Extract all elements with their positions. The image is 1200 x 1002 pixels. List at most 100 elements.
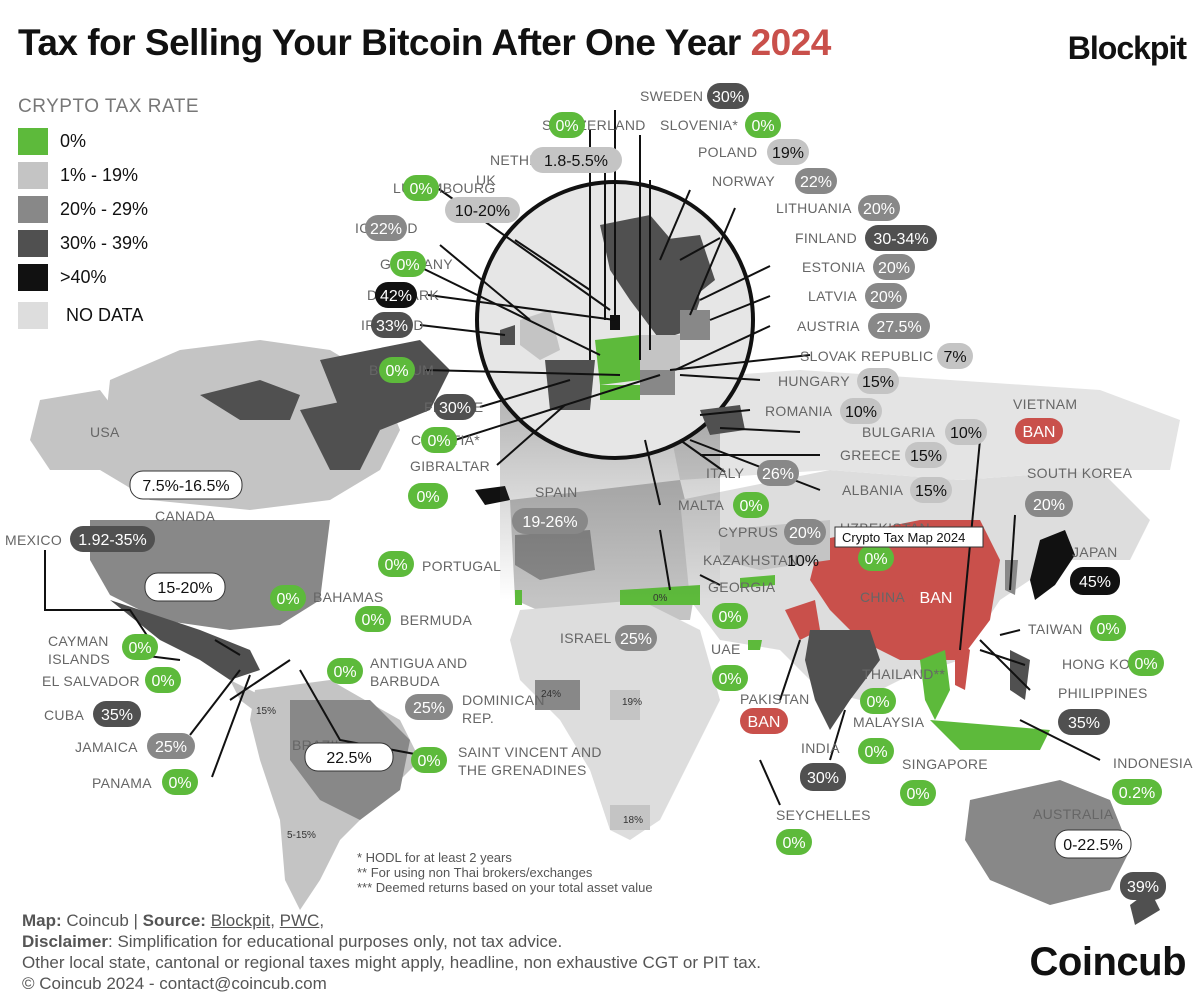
value-pill: [1070, 567, 1120, 595]
country-label-malaysia: MALAYSIA 0%: [853, 714, 925, 764]
country-label-denmark: DENMARK42%: [367, 282, 439, 308]
country-name: AUSTRIA: [797, 318, 860, 334]
value-text: 0%: [555, 118, 578, 135]
value-pill: [530, 147, 622, 173]
country-label-finland: FINLAND 30-34%: [795, 225, 937, 251]
value-pill: [1090, 615, 1126, 641]
value-pill: [390, 251, 426, 277]
legend-label: 0%: [60, 130, 87, 151]
footnote-3: *** Deemed returns based on your total a…: [357, 880, 653, 895]
value-pill: [445, 197, 520, 223]
country-name: KAZAKHSTAN: [703, 552, 798, 568]
inline-southafrica: 18%: [623, 815, 643, 826]
value-pill: [615, 625, 657, 651]
value-pill: [549, 112, 585, 138]
value-text: 0%: [151, 673, 174, 690]
footer-disclaimer: : Simplification for educational purpose…: [108, 932, 563, 951]
title-main: Tax for Selling Your Bitcoin After One Y…: [18, 22, 741, 63]
legend-item: 20% - 29%: [18, 192, 199, 226]
legend-item: 1% - 19%: [18, 158, 199, 192]
country-name: ISRAEL: [560, 630, 612, 646]
value-pill: [270, 585, 306, 611]
coincub-logo: Coincub: [1029, 940, 1187, 984]
country-label-netherlands: NETHERLANDS***1.8-5.5%: [490, 147, 622, 173]
value-text: 7%: [943, 349, 966, 366]
value-text: 0%: [1096, 621, 1119, 638]
value-pill: [1058, 709, 1110, 735]
value-pill: [355, 606, 391, 632]
value-text: 0%: [396, 257, 419, 274]
legend-label: NO DATA: [66, 304, 144, 325]
value-text: 35%: [101, 707, 133, 724]
country-label-lithuania: LITHUANIA 20%: [776, 195, 900, 221]
value-pill: [858, 738, 894, 764]
country-label-newzealand: 39%: [1120, 872, 1166, 900]
value-pill: [865, 283, 907, 309]
legend-swatch: [18, 127, 48, 155]
country-label-india: INDIA 30%: [800, 740, 846, 791]
value-pill: [162, 769, 198, 795]
value-text: 22.5%: [326, 750, 371, 767]
footer-line4: © Coincub 2024 - contact@coincub.com: [22, 974, 327, 993]
country-label-belgium: BELGIUM0%: [369, 357, 434, 383]
country-label-sweden: SWEDEN 30%: [640, 83, 749, 109]
country-name: LATVIA: [808, 288, 857, 304]
value-text: 19-26%: [522, 514, 577, 531]
country-label-seychelles: SEYCHELLES 0%: [776, 807, 871, 855]
country-name: MALAYSIA: [853, 714, 925, 730]
country-name: SWEDEN: [640, 88, 703, 104]
source-link-blockpit[interactable]: Blockpit: [210, 911, 271, 930]
legend-item: 30% - 39%: [18, 226, 199, 260]
value-text: 0%: [384, 557, 407, 574]
value-pill: [868, 313, 930, 339]
legend-title: CRYPTO TAX RATE: [18, 96, 200, 117]
value-text: 15%: [862, 374, 894, 391]
legend-label: 1% - 19%: [60, 164, 139, 185]
footnote-2: ** For using non Thai brokers/exchanges: [357, 865, 593, 880]
japan-shape: [1030, 530, 1075, 600]
source-link-pwc[interactable]: PWC: [279, 911, 320, 930]
country-label-uae: UAE 0%: [711, 641, 748, 691]
value-pill: [776, 829, 812, 855]
country-label-stvincent: SAINT VINCENT AND THE GRENADINES 0%: [411, 744, 602, 778]
country-label-greece: GREECE 15%: [840, 442, 947, 468]
title-year: 2024: [750, 22, 832, 63]
country-name: LITHUANIA: [776, 200, 852, 216]
legend-label: >40%: [60, 266, 107, 287]
country-label-singapore: SINGAPORE 0%: [900, 756, 988, 806]
vietnam-shape: [955, 640, 970, 690]
country-name: GREECE: [840, 447, 901, 463]
value-pill: [707, 83, 749, 109]
country-name: JAMAICA: [75, 739, 138, 755]
value-text: 0%: [864, 551, 887, 568]
legend-swatch: [18, 161, 48, 189]
greenland-shape: [320, 340, 450, 430]
tooltip-text: Crypto Tax Map 2024: [842, 530, 965, 545]
value-pill: [860, 688, 896, 714]
value-text: 0%: [782, 835, 805, 852]
value-text: 0%: [718, 609, 741, 626]
legend-swatch: [18, 263, 48, 291]
country-label-australia: AUSTRALIA 0-22.5%: [1033, 806, 1132, 859]
country-label-slovenia: SLOVENIA* 0%: [660, 112, 781, 138]
country-label-croatia: CROATIA*0%: [411, 427, 480, 453]
country-label-albania: ALBANIA 15%: [842, 477, 952, 503]
value-text: 0%: [168, 775, 191, 792]
value-text: 0%: [751, 118, 774, 135]
country-label-japan: JAPAN 45%: [1070, 544, 1120, 595]
value-pill: [379, 357, 415, 383]
value-pill: [70, 526, 155, 552]
value-pill: [800, 763, 846, 791]
country-name: PHILIPPINES: [1058, 685, 1148, 701]
value-pill: [912, 584, 960, 610]
value-pill: [408, 483, 448, 509]
value-pill: [733, 492, 769, 518]
value-pill: [147, 733, 195, 759]
country-name: DOMINICAN REP.: [462, 692, 545, 726]
blockpit-logo: Blockpit: [1067, 30, 1187, 66]
country-label-france: FRANCE30%: [424, 394, 483, 420]
value-pill: [304, 742, 394, 772]
